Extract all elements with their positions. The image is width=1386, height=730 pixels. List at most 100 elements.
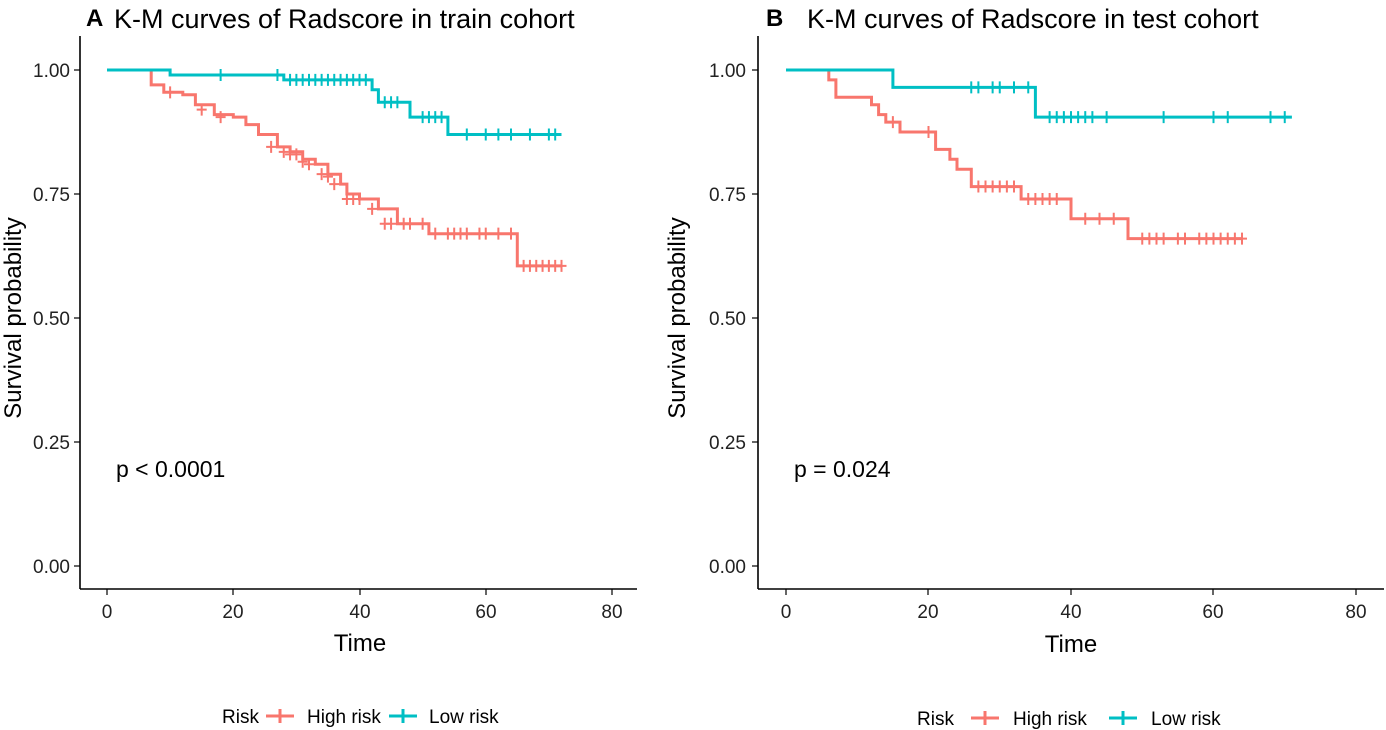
panel-b-x-tick-label: 60 xyxy=(1202,602,1223,623)
panel-b-censor-mark-low-risk xyxy=(1087,111,1098,124)
panel-b-x-tick-label: 80 xyxy=(1345,602,1366,623)
panel-a-censor-mark-low-risk xyxy=(392,96,403,109)
panel-b-p-value: p = 0.024 xyxy=(794,456,891,482)
panel-b-legend-key-low-risk xyxy=(1109,711,1137,725)
panel-b-x-axis-label: Time xyxy=(1045,631,1097,658)
panel-a-censor-mark-high-risk xyxy=(304,158,314,171)
panel-a-y-tick-label: 0.50 xyxy=(33,309,70,330)
panel-b-x-tick-label: 20 xyxy=(917,602,938,623)
panel-a-legend-symbol-low-risk xyxy=(389,709,417,723)
panel-a-censor-mark-low-risk xyxy=(360,73,371,86)
panel-a-censor-mark-high-risk xyxy=(196,103,207,116)
panel-a-legend-label-low-risk: Low risk xyxy=(429,707,499,728)
panel-a-legend-key-high-risk xyxy=(266,709,294,723)
panel-a: A K-M curves of Radscore in train cohort… xyxy=(0,4,637,728)
panel-b-legend-key-high-risk xyxy=(971,711,999,725)
panel-a-y-tick-label: 0.00 xyxy=(33,557,70,578)
panel-a-legend-symbol-high-risk xyxy=(266,709,294,723)
panel-a-censor-mark-high-risk xyxy=(278,145,289,158)
panel-b-censor-mark-low-risk xyxy=(1222,111,1233,124)
panel-a-legend-title: Risk xyxy=(222,707,259,728)
panel-a-censor-mark-high-risk xyxy=(480,227,491,240)
panel-a-legend-label-high-risk: High risk xyxy=(307,707,381,728)
panel-a-y-tick-label: 1.00 xyxy=(33,61,70,82)
panel-b-legend-label-high-risk: High risk xyxy=(1013,709,1087,730)
panel-b-y-tick-label: 0.75 xyxy=(709,185,746,206)
panel-a-censor-mark-high-risk xyxy=(417,217,428,230)
panel-a-censor-mark-high-risk xyxy=(291,148,302,161)
panel-b-censor-mark-low-risk xyxy=(1101,111,1112,124)
panel-b-legend-symbol-low-risk xyxy=(1109,711,1137,725)
panel-a-censor-mark-low-risk xyxy=(215,68,226,81)
panel-a-legend: Risk High risk Low risk xyxy=(222,707,499,728)
panel-a-title: K-M curves of Radscore in train cohort xyxy=(114,4,575,34)
panel-b-censor-mark-high-risk xyxy=(1237,232,1247,245)
panel-b-y-axis-label: Survival probability xyxy=(664,217,691,418)
panel-b-censor-mark-high-risk xyxy=(1108,212,1119,225)
panel-a-letter: A xyxy=(86,5,103,32)
panel-a-censor-mark-high-risk xyxy=(266,140,277,153)
panel-a-censor-mark-high-risk xyxy=(461,227,472,240)
panel-a-censor-mark-low-risk xyxy=(272,68,283,81)
panel-a-x-tick-label: 20 xyxy=(222,602,243,623)
panel-a-legend-key-low-risk xyxy=(389,709,417,723)
panel-b-legend: Risk High risk Low risk xyxy=(917,709,1221,730)
panel-a-curve-high-risk xyxy=(107,68,562,268)
panel-a-censor-mark-high-risk xyxy=(367,202,378,215)
panel-b-censor-mark-high-risk xyxy=(923,126,934,138)
panel-b-title: K-M curves of Radscore in test cohort xyxy=(807,4,1259,34)
panel-b-censor-mark-high-risk xyxy=(887,116,898,129)
panel-b-censor-mark-low-risk xyxy=(1009,81,1019,94)
panel-a-plot-area xyxy=(107,68,567,272)
panel-a-censor-mark-low-risk xyxy=(461,128,472,141)
panel-a-censor-mark-high-risk xyxy=(556,259,567,272)
panel-a-censor-mark-low-risk xyxy=(550,128,561,141)
panel-a-censor-mark-high-risk xyxy=(316,168,327,181)
panel-b-censor-mark-high-risk xyxy=(1009,180,1019,193)
panel-b-plot-area xyxy=(786,68,1292,245)
panel-b-censor-mark-low-risk xyxy=(1279,111,1290,124)
panel-a-censor-mark-low-risk xyxy=(506,128,516,141)
panel-a-y-axis-label: Survival probability xyxy=(0,217,27,418)
panel-a-p-value: p < 0.0001 xyxy=(116,456,225,482)
panel-a-censor-mark-high-risk xyxy=(430,227,441,240)
panel-b-y-tick-label: 0.50 xyxy=(709,309,746,330)
panel-a-censor-mark-low-risk xyxy=(436,111,447,124)
panel-b-curve-low-risk xyxy=(786,68,1292,119)
panel-b: B K-M curves of Radscore in test cohort … xyxy=(664,4,1384,730)
panel-b-censor-mark-high-risk xyxy=(1051,192,1062,205)
panel-a-x-tick-label: 60 xyxy=(475,602,496,623)
panel-b-censor-mark-high-risk xyxy=(1094,212,1105,225)
panel-a-x-tick-label: 80 xyxy=(601,602,622,623)
panel-b-y-ticks: 0.00 0.25 0.50 0.75 1.00 xyxy=(709,61,758,578)
panel-b-censor-mark-high-risk xyxy=(1158,232,1169,245)
panel-a-censor-mark-high-risk xyxy=(405,217,415,230)
panel-b-censor-mark-high-risk xyxy=(1180,232,1190,245)
panel-a-y-tick-label: 0.25 xyxy=(33,433,70,454)
panel-b-censor-mark-low-risk xyxy=(1023,81,1034,94)
panel-b-x-ticks: 0 20 40 60 80 xyxy=(781,589,1367,623)
panel-a-censor-mark-high-risk xyxy=(322,170,333,183)
panel-a-censor-mark-low-risk xyxy=(493,128,504,141)
panel-b-censor-mark-low-risk xyxy=(994,81,1005,94)
panel-b-y-tick-label: 1.00 xyxy=(709,61,746,82)
panel-b-legend-label-low-risk: Low risk xyxy=(1151,709,1221,730)
panel-b-legend-title: Risk xyxy=(917,709,954,730)
panel-b-legend-symbol-high-risk xyxy=(971,711,999,725)
panel-b-y-tick-label: 0.00 xyxy=(709,557,746,578)
panel-b-y-tick-label: 0.25 xyxy=(709,433,746,454)
panel-a-censor-mark-high-risk xyxy=(297,155,308,168)
panel-b-censor-mark-low-risk xyxy=(1158,111,1169,124)
panel-a-censor-mark-high-risk xyxy=(506,227,516,240)
panel-a-y-tick-label: 0.75 xyxy=(33,185,70,206)
panel-b-censor-mark-high-risk xyxy=(1080,212,1091,225)
panel-a-y-ticks: 0.00 0.25 0.50 0.75 1.00 xyxy=(33,61,80,578)
panel-b-x-tick-label: 40 xyxy=(1060,602,1081,623)
panel-a-censor-mark-high-risk xyxy=(329,178,340,191)
panel-b-censor-mark-low-risk xyxy=(1208,111,1219,124)
panel-b-x-tick-label: 0 xyxy=(781,602,792,623)
panel-a-censor-mark-high-risk xyxy=(386,217,397,230)
panel-b-censor-mark-low-risk xyxy=(1265,111,1276,124)
panel-a-censor-mark-high-risk xyxy=(493,227,504,240)
